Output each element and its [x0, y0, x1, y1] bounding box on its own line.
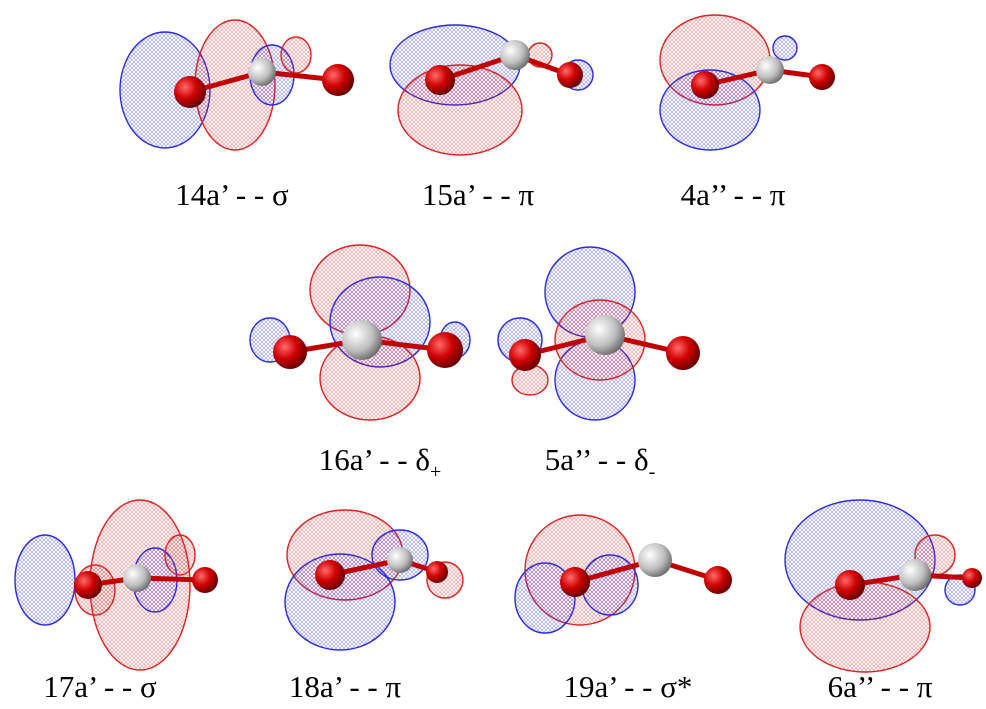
label-text: 15a’ - - π: [422, 177, 535, 212]
orbital-lobe: [165, 535, 195, 575]
orbital-label: 6a’’ - - π: [828, 669, 933, 704]
orbital-panel: [498, 247, 700, 420]
orbital-lobe: [398, 65, 522, 155]
orbital-panel: [285, 510, 463, 650]
oxygen-atom: [962, 568, 982, 588]
orbital-panel: [15, 500, 218, 670]
orbital-label: 5a’’ - - δ-: [545, 442, 655, 483]
oxygen-atom: [704, 566, 732, 594]
orbital-label: 4a’’ - - π: [681, 177, 786, 212]
oxygen-atom: [809, 64, 835, 90]
label-subscript: -: [649, 461, 656, 483]
orbital-label: 17a’ - - σ: [43, 669, 157, 704]
orbital-label: 14a’ - - σ: [175, 177, 289, 212]
oxygen-atom: [322, 64, 354, 96]
oxygen-atom: [691, 71, 719, 99]
orbital-panel: [390, 25, 593, 155]
carbon-atom: [342, 320, 382, 360]
oxygen-atom: [74, 571, 102, 599]
carbon-atom: [638, 543, 672, 577]
label-text: 6a’’ - - π: [828, 669, 933, 704]
orbital-panel: [120, 20, 354, 150]
oxygen-atom: [426, 561, 448, 583]
oxygen-atom: [666, 336, 700, 370]
orbital-figure: 14a’ - - σ 15a’ - - π 4a’’ - - π 16a’ - …: [0, 0, 986, 709]
orbital-lobe: [773, 36, 797, 60]
label-subscript: +: [430, 461, 441, 483]
carbon-atom: [248, 58, 276, 86]
label-text: 5a’’ - - δ: [545, 442, 649, 477]
oxygen-atom: [509, 339, 541, 371]
label-text: 17a’ - - σ: [43, 669, 157, 704]
oxygen-atom: [174, 76, 206, 108]
orbital-panel: [515, 515, 732, 633]
orbital-panel: [660, 15, 835, 150]
label-text: 18a’ - - π: [289, 669, 402, 704]
carbon-atom: [585, 315, 625, 355]
orbital-label: 18a’ - - π: [289, 669, 402, 704]
carbon-atom: [500, 40, 530, 70]
oxygen-atom: [315, 560, 345, 590]
orbital-drawings: [15, 15, 982, 672]
label-text: 16a’ - - δ: [319, 442, 430, 477]
oxygen-atom: [835, 570, 865, 600]
oxygen-atom: [427, 332, 463, 368]
oxygen-atom: [557, 62, 583, 88]
orbital-lobe: [281, 37, 311, 73]
orbital-lobe: [800, 582, 930, 672]
orbital-panel: [250, 245, 470, 420]
orbital-label: 19a’ - - σ*: [564, 669, 693, 704]
orbital-lobe: [582, 555, 638, 615]
label-text: 19a’ - - σ*: [564, 669, 693, 704]
carbon-atom: [756, 56, 784, 84]
label-text: 4a’’ - - π: [681, 177, 786, 212]
carbon-atom: [899, 559, 931, 591]
carbon-atom: [123, 564, 151, 592]
oxygen-atom: [273, 335, 307, 369]
orbital-lobe: [15, 535, 75, 625]
orbital-label: 16a’ - - δ+: [319, 442, 442, 483]
orbital-panel: [785, 500, 982, 672]
orbital-label: 15a’ - - π: [422, 177, 535, 212]
oxygen-atom: [560, 567, 590, 597]
label-text: 14a’ - - σ: [175, 177, 289, 212]
oxygen-atom: [425, 65, 455, 95]
carbon-atom: [387, 547, 413, 573]
oxygen-atom: [192, 567, 218, 593]
